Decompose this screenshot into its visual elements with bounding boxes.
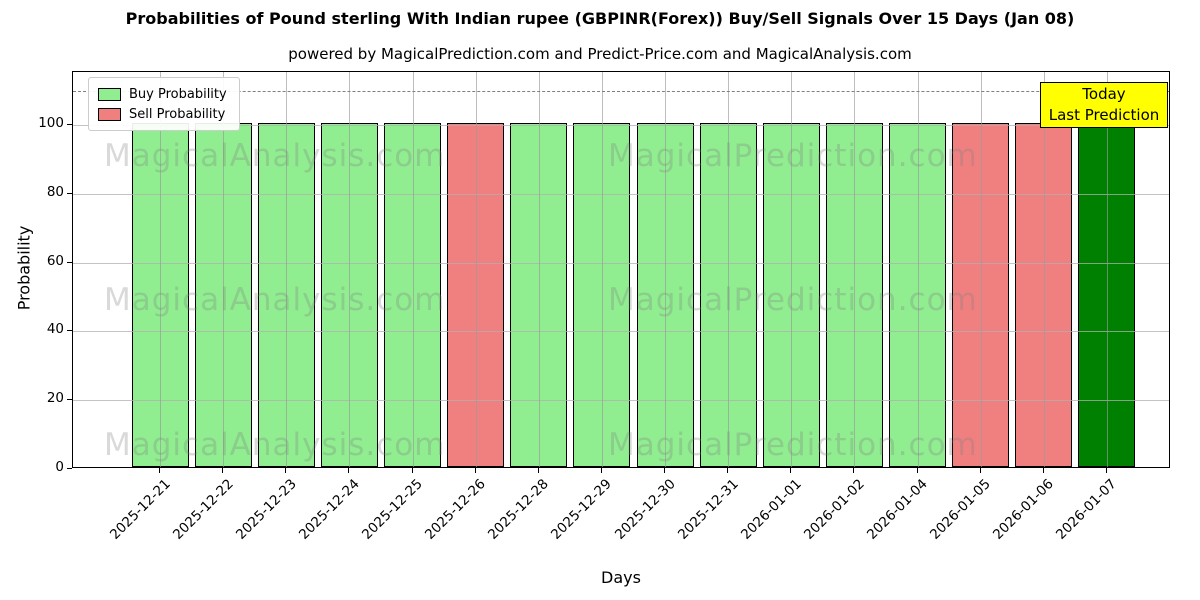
gridline-vertical [854, 72, 856, 467]
watermark-text: MagicalPrediction.com [608, 282, 978, 318]
x-tick-mark [790, 468, 792, 473]
x-tick-label: 2025-12-24 [295, 476, 363, 543]
x-tick-label: 2025-12-30 [611, 476, 679, 543]
x-tick-mark [537, 468, 539, 473]
x-tick-label: 2026-01-01 [737, 476, 805, 543]
y-tick-label: 60 [46, 252, 64, 269]
gridline-vertical [917, 72, 919, 467]
x-tick-mark [979, 468, 981, 473]
watermark-text: MagicalPrediction.com [608, 138, 978, 174]
gridline-vertical [412, 72, 414, 467]
y-tick-mark [67, 330, 72, 332]
y-tick-mark [67, 468, 72, 469]
x-tick-label: 2025-12-31 [674, 476, 742, 543]
gridline-vertical [980, 72, 982, 467]
y-tick-mark [67, 261, 72, 263]
x-tick-label: 2026-01-02 [800, 476, 868, 543]
gridline-vertical [286, 72, 288, 467]
today-annotation-line2: Last Prediction [1048, 106, 1160, 124]
x-tick-label: 2025-12-29 [548, 476, 616, 543]
watermark-text: MagicalPrediction.com [608, 427, 978, 463]
x-tick-label: 2025-12-26 [422, 476, 489, 543]
x-tick-label: 2025-12-21 [106, 476, 174, 543]
today-annotation-box: Today Last Prediction [1040, 82, 1168, 128]
legend-item-buy: Buy Probability [98, 84, 227, 104]
gridline-vertical [538, 72, 540, 467]
gridline-horizontal [73, 400, 1169, 402]
watermark-text: MagicalAnalysis.com [104, 138, 446, 174]
x-tick-mark [1042, 468, 1044, 473]
legend-item-sell: Sell Probability [98, 104, 227, 124]
sell-swatch-icon [98, 107, 121, 121]
gridline-vertical [1106, 72, 1108, 467]
chart-title: Probabilities of Pound sterling With Ind… [125, 9, 1075, 28]
gridline-vertical [349, 72, 351, 467]
x-tick-label: 2026-01-06 [990, 476, 1058, 543]
gridline-vertical [728, 72, 730, 467]
x-tick-label: 2025-12-22 [169, 476, 237, 543]
x-tick-label: 2026-01-04 [864, 476, 931, 543]
gridline-horizontal [73, 124, 1169, 126]
x-tick-mark [664, 468, 666, 473]
x-tick-mark [916, 468, 918, 473]
y-tick-label: 40 [46, 321, 64, 338]
gridline-vertical [475, 72, 477, 467]
x-tick-label: 2025-12-23 [232, 476, 300, 543]
y-tick-label: 100 [38, 114, 64, 131]
today-annotation-line1: Today [1082, 85, 1126, 103]
x-tick-label: 2026-01-05 [927, 476, 995, 543]
gridline-horizontal [73, 193, 1169, 195]
gridline-vertical [1043, 72, 1045, 467]
legend-sell-label: Sell Probability [129, 106, 226, 122]
gridline-vertical [223, 72, 225, 467]
x-tick-mark [600, 468, 602, 473]
watermark-text: MagicalAnalysis.com [104, 427, 446, 463]
x-tick-label: 2025-12-25 [359, 476, 426, 543]
gridline-horizontal [73, 331, 1169, 333]
x-tick-mark [159, 468, 160, 473]
x-tick-mark [285, 468, 287, 473]
y-tick-label: 20 [46, 390, 64, 407]
y-tick-mark [67, 399, 72, 401]
legend-buy-label: Buy Probability [129, 86, 227, 102]
x-tick-mark [1105, 468, 1107, 473]
plot-area: MagicalAnalysis.com MagicalPrediction.com… [72, 71, 1170, 468]
x-tick-mark [348, 468, 350, 473]
gridline-vertical [665, 72, 667, 467]
x-tick-mark [474, 468, 476, 473]
x-tick-mark [411, 468, 413, 473]
chart-subtitle: powered by MagicalPrediction.com and Pre… [288, 45, 912, 63]
gridline-horizontal [73, 262, 1169, 264]
gridline-vertical [791, 72, 793, 467]
y-tick-mark [67, 192, 72, 194]
dashed-threshold-line [73, 90, 1169, 92]
legend: Buy Probability Sell Probability [88, 77, 240, 131]
y-tick-mark [67, 123, 72, 125]
x-tick-label: 2025-12-28 [485, 476, 553, 543]
x-tick-mark [853, 468, 855, 473]
x-tick-label: 2026-01-07 [1053, 476, 1121, 543]
gridline-vertical [601, 72, 603, 467]
x-tick-mark [727, 468, 729, 473]
x-tick-mark [222, 468, 224, 473]
watermark-text: MagicalAnalysis.com [104, 282, 446, 318]
y-tick-label: 0 [55, 459, 64, 475]
buy-swatch-icon [98, 87, 121, 101]
x-axis-label: Days [601, 568, 641, 587]
gridline-vertical [160, 72, 161, 467]
y-tick-label: 80 [46, 183, 64, 200]
